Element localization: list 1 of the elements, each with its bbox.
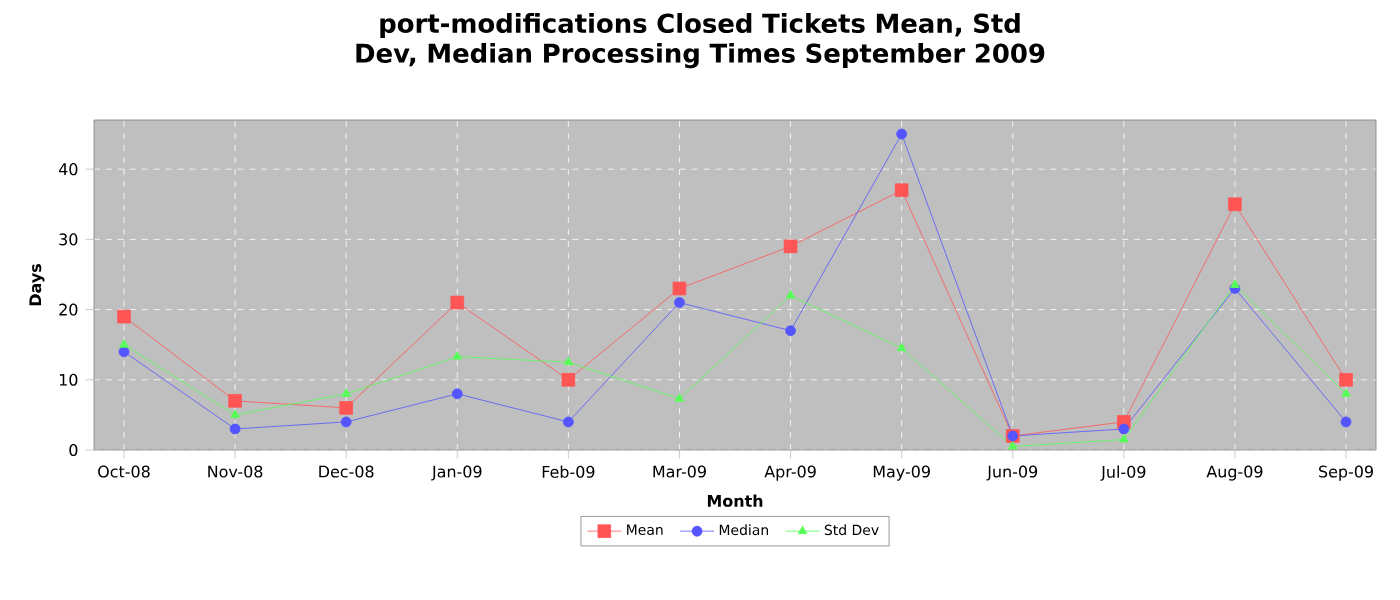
- chart-title: port-modifications Closed Tickets Mean, Std Dev, Median Processing Times September 2009: [356, 13, 1045, 69]
